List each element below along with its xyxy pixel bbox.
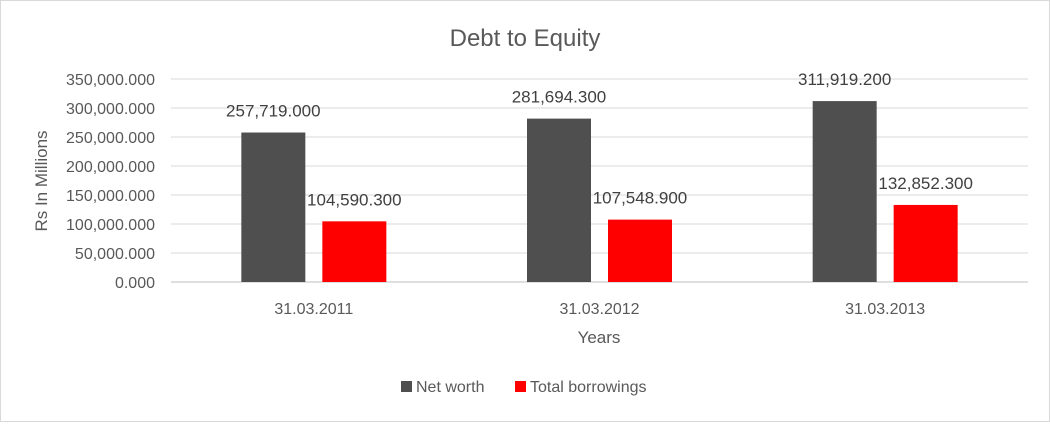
legend: Net worth Total borrowings — [401, 379, 647, 396]
y-tick-label: 350,000.000 — [66, 72, 155, 89]
data-label: 104,590.300 — [307, 190, 402, 209]
y-tick-label: 250,000.000 — [66, 130, 155, 147]
legend-label: Total borrowings — [530, 379, 647, 396]
y-tick-label: 50,000.000 — [75, 246, 155, 263]
legend-label: Net worth — [416, 379, 484, 396]
y-tick-label: 0.000 — [115, 275, 155, 292]
chart-title: Debt to Equity — [450, 25, 601, 52]
bar-total-borrowings — [608, 219, 672, 282]
x-tick-label: 31.03.2012 — [559, 301, 639, 318]
y-tick-label: 300,000.000 — [66, 101, 155, 118]
y-axis-label: Rs In Millions — [32, 130, 51, 231]
y-axis-ticks: 0.000 50,000.000 100,000.000 150,000.000 200… — [66, 72, 155, 292]
x-axis-ticks: 31.03.2011 31.03.2012 31.03.2013 — [274, 301, 925, 318]
gridlines — [171, 78, 1028, 283]
data-label: 311,919.200 — [798, 70, 891, 89]
y-tick-label: 100,000.000 — [66, 217, 155, 234]
x-tick-label: 31.03.2011 — [274, 301, 353, 318]
x-axis-label: Years — [578, 328, 621, 347]
y-tick-label: 200,000.000 — [66, 159, 155, 176]
data-label: 257,719.000 — [226, 102, 321, 121]
data-label: 281,694.300 — [512, 88, 607, 107]
bar-total-borrowings — [893, 204, 958, 282]
x-tick-label: 31.03.2013 — [845, 301, 925, 318]
legend-swatch — [515, 381, 526, 392]
bar-net-worth — [527, 118, 591, 282]
bar-net-worth — [812, 101, 877, 283]
data-label: 107,548.900 — [593, 189, 688, 208]
data-labels: 257,719.000 104,590.300 281,694.300 107,548… — [226, 70, 973, 209]
bar-total-borrowings — [322, 221, 387, 282]
data-label: 132,852.300 — [878, 174, 973, 193]
bar-net-worth — [241, 132, 306, 282]
legend-swatch — [401, 381, 412, 392]
bars — [241, 101, 958, 283]
y-tick-label: 150,000.000 — [66, 188, 155, 205]
